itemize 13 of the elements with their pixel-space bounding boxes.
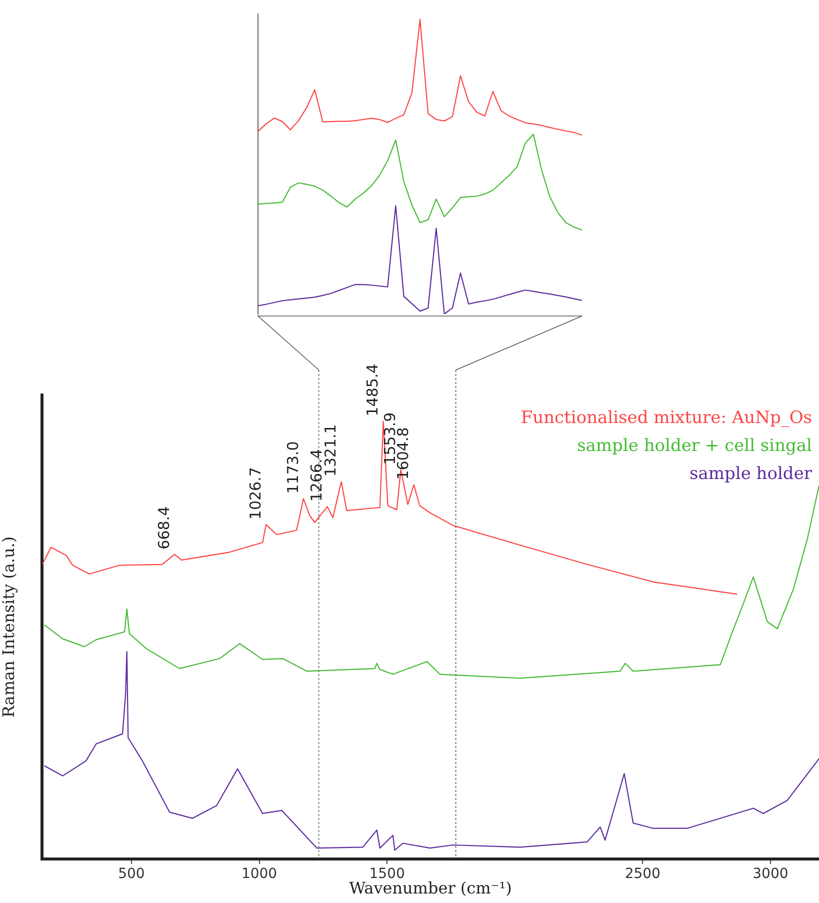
annotation: 1485.4: [364, 364, 382, 416]
series-label: sample holder + cell singal: [577, 436, 812, 456]
text: sample holder: [690, 464, 813, 484]
x-tick-label: 500: [118, 866, 145, 882]
annotation: 1026.7: [246, 467, 264, 520]
annotation: 668.4: [154, 506, 173, 550]
annotation: 1321.1: [322, 424, 340, 477]
x-tick-label: 3000: [752, 866, 788, 882]
x-tick-label: 1000: [241, 866, 278, 882]
x-tick-label: 2500: [624, 866, 660, 882]
text: Functionalised mixture: AuNp_Os: [520, 408, 812, 428]
annotation: 1173.0: [284, 441, 302, 494]
y-axis-title: Raman Intensity (a.u.): [0, 536, 18, 718]
